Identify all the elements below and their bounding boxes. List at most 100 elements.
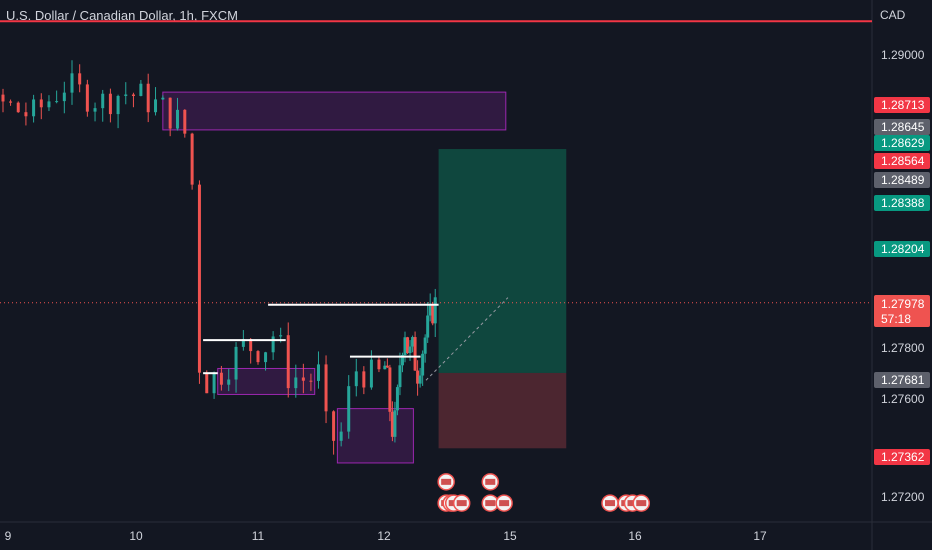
candle-body-16: [1, 94, 5, 102]
candle-body-84: [426, 315, 430, 338]
price-tag-label-4: 1.28489: [881, 173, 925, 187]
price-tag-0: [874, 97, 930, 113]
candle-body-53: [279, 335, 283, 337]
candle-body-79: [413, 337, 417, 371]
x-tick-label-1: 10: [129, 529, 143, 543]
candle-body-66: [377, 359, 381, 370]
candle-body-73: [398, 365, 402, 388]
candle-body-39: [175, 109, 179, 129]
projection-line: [425, 297, 509, 381]
candle-body-80: [416, 370, 420, 384]
price-tag-2: [874, 135, 930, 151]
candle-body-50: [256, 351, 260, 363]
price-tag-label-7: 1.27681: [881, 373, 925, 387]
currency-label: CAD: [880, 8, 906, 22]
candle-body-24: [62, 92, 66, 102]
candle-body-63: [354, 371, 358, 387]
price-tag-label-8: 1.27362: [881, 450, 925, 464]
candle-body-44: [212, 372, 216, 394]
candle-body-45: [219, 372, 223, 385]
price-tag-6: [874, 241, 930, 257]
candle-body-41: [190, 133, 194, 185]
candle-body-75: [403, 337, 407, 356]
candle-body-83: [423, 337, 427, 354]
candle-body-23: [55, 101, 59, 103]
x-tick-label-4: 15: [503, 529, 517, 543]
candle-body-74: [400, 355, 404, 366]
supply-demand-zone-0: [162, 91, 507, 131]
candle-body-27: [85, 84, 89, 112]
candle-body-40: [183, 109, 187, 134]
candle-body-32: [124, 94, 128, 96]
candle-body-34: [139, 83, 143, 96]
bar-countdown-label: 57:18: [881, 312, 911, 326]
event-flag-stripe-1-8: [636, 500, 647, 507]
event-flag-stripe-2-0: [485, 478, 496, 485]
price-tag-label-1: 1.28645: [881, 120, 925, 134]
candle-body-61: [339, 431, 343, 441]
candle-body-58: [316, 364, 320, 381]
candle-body-57: [309, 380, 313, 382]
candle-body-59: [324, 364, 328, 412]
candle-body-64: [362, 371, 366, 388]
candle-body-67: [383, 365, 387, 370]
price-tag-7: [874, 372, 930, 388]
candle-body-38: [168, 97, 172, 129]
candle-body-20: [32, 99, 36, 117]
candle-body-56: [301, 377, 305, 381]
candle-body-81: [418, 375, 422, 384]
candle-body-46: [227, 379, 231, 385]
long-position-stop-zone: [438, 372, 567, 449]
y-tick-label-1: 1.27800: [881, 341, 925, 355]
candle-body-33: [131, 94, 135, 96]
y-tick-label-3: 1.27200: [881, 490, 925, 504]
x-tick-label-6: 17: [753, 529, 767, 543]
candle-body-31: [116, 95, 120, 115]
candle-body-69: [388, 367, 392, 412]
candle-body-54: [286, 335, 290, 389]
candle-body-60: [332, 411, 336, 441]
candle-body-65: [369, 359, 373, 388]
y-tick-label-2: 1.27600: [881, 392, 925, 406]
candle-body-25: [70, 73, 74, 93]
candle-body-30: [108, 93, 112, 115]
price-tag-label-5: 1.28388: [881, 196, 925, 210]
candle-body-17: [9, 101, 13, 103]
current-price-label: 1.27978: [881, 297, 925, 311]
price-tag-label-0: 1.28713: [881, 98, 925, 112]
candle-body-18: [16, 102, 20, 113]
candle-body-87: [433, 297, 437, 324]
candle-body-68: [385, 365, 389, 368]
candle-body-72: [395, 387, 399, 411]
candle-body-78: [411, 337, 415, 347]
price-tag-label-3: 1.28564: [881, 154, 925, 168]
event-flag-stripe-1-4: [485, 500, 496, 507]
candle-body-76: [406, 337, 410, 354]
candle-body-85: [428, 304, 432, 316]
candle-body-86: [431, 304, 435, 324]
candle-body-42: [197, 184, 201, 373]
candle-body-43: [205, 372, 209, 394]
candles: [1, 60, 437, 455]
candle-body-47: [234, 346, 238, 380]
candle-body-51: [264, 352, 268, 363]
candle-body-55: [294, 377, 298, 389]
x-tick-label-3: 12: [377, 529, 391, 543]
candle-body-52: [271, 336, 275, 353]
candle-body-22: [47, 101, 51, 108]
price-tag-8: [874, 449, 930, 465]
event-flag-stripe-3-0: [499, 500, 510, 507]
candle-body-36: [154, 99, 158, 113]
chart-title: U.S. Dollar / Canadian Dollar, 1h, FXCM: [6, 8, 238, 23]
event-flag-stripe-1-3: [456, 500, 467, 507]
price-tag-label-2: 1.28629: [881, 136, 925, 150]
x-tick-label-0: 9: [5, 529, 12, 543]
x-tick-label-2: 11: [252, 529, 265, 543]
event-flag-stripe-0-0: [441, 478, 452, 485]
candle-body-21: [39, 99, 43, 108]
candle-body-77: [408, 346, 412, 354]
candle-body-49: [249, 339, 253, 352]
long-position-target-zone: [438, 149, 567, 373]
event-flag-stripe-1-5: [605, 500, 615, 507]
